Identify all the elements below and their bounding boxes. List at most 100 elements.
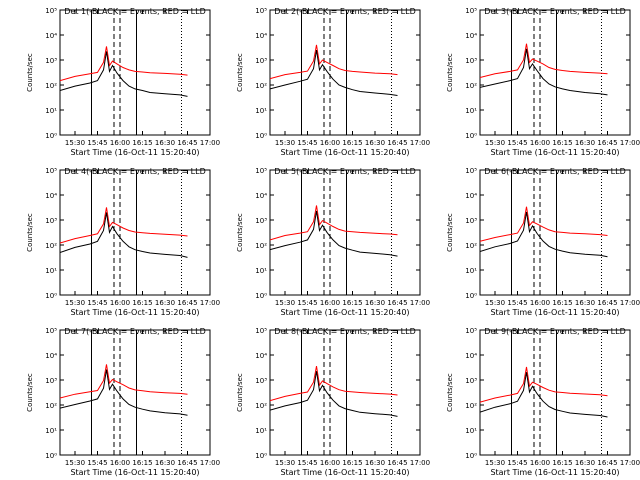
y-tick-label: 10¹ <box>465 107 477 115</box>
chart-4: Det 4(-BLACK = Events, RED = LLD 10⁰ 10¹ 10… <box>26 167 220 317</box>
y-tick-label: 10¹ <box>45 267 57 275</box>
y-tick-label: 10⁴ <box>45 352 57 360</box>
chart-title: Det 4(-BLACK = Events, RED = LLD <box>64 167 205 176</box>
series-line-black <box>480 211 608 258</box>
x-tick-label: 16:15 <box>132 139 152 147</box>
y-tick-label: 10⁵ <box>45 167 57 175</box>
y-tick-label: 10⁴ <box>255 32 267 40</box>
chart-8: Det 8(-BLACK = Events, RED = LLD 10⁰ 10¹ 10… <box>236 327 430 477</box>
y-tick-label: 10² <box>45 82 57 90</box>
x-tick-label: 16:30 <box>155 299 175 307</box>
x-tick-label: 15:30 <box>65 299 85 307</box>
plot-frame <box>479 329 631 456</box>
x-tick-label: 15:45 <box>297 139 317 147</box>
y-tick-label: 10³ <box>45 217 57 225</box>
x-tick-label: 16:15 <box>342 459 362 467</box>
chart-title: Det 5(-BLACK = Events, RED = LLD <box>274 167 415 176</box>
y-axis-label: Counts/sec <box>236 53 244 92</box>
x-tick-label: 16:30 <box>365 139 385 147</box>
y-tick-label: 10³ <box>465 217 477 225</box>
y-tick-label: 10⁰ <box>45 132 57 140</box>
x-tick-label: 16:00 <box>110 299 130 307</box>
y-tick-label: 10² <box>255 242 267 250</box>
x-tick-label: 16:45 <box>177 459 197 467</box>
y-tick-label: 10⁰ <box>255 292 267 300</box>
y-tick-label: 10¹ <box>465 427 477 435</box>
y-tick-label: 10³ <box>255 57 267 65</box>
series-line-black <box>270 210 398 257</box>
chart-3: Det 3(-BLACK = Events, RED = LLD 10⁰ 10¹ 10… <box>446 7 640 157</box>
x-tick-label: 16:45 <box>177 299 197 307</box>
x-tick-label: 15:45 <box>87 139 107 147</box>
series-line-red <box>60 207 188 244</box>
chart-title: Det 3(-BLACK = Events, RED = LLD <box>484 7 625 16</box>
chart-5: Det 5(-BLACK = Events, RED = LLD 10⁰ 10¹ 10… <box>236 167 430 317</box>
series-line-red <box>270 205 398 241</box>
x-tick-label: 15:30 <box>65 139 85 147</box>
plot-area <box>270 10 398 135</box>
x-axis-label: Start Time (16-Oct-11 15:20:40) <box>490 308 619 317</box>
y-tick-label: 10² <box>45 242 57 250</box>
x-tick-label: 16:15 <box>132 459 152 467</box>
x-tick-label: 16:00 <box>110 139 130 147</box>
plot-area <box>270 330 398 455</box>
series-line-black <box>60 369 188 416</box>
chart-title: Det 7(-BLACK = Events, RED = LLD <box>64 327 205 336</box>
y-tick-label: 10¹ <box>255 427 267 435</box>
chart-title: Det 1(-BLACK = Events, RED = LLD <box>64 7 205 16</box>
x-tick-label: 17:00 <box>620 459 640 467</box>
x-tick-label: 16:45 <box>597 139 617 147</box>
y-tick-label: 10¹ <box>465 267 477 275</box>
series-line-red <box>270 366 398 402</box>
y-tick-label: 10⁵ <box>45 327 57 335</box>
x-tick-label: 17:00 <box>200 299 220 307</box>
x-tick-label: 16:30 <box>575 459 595 467</box>
plot-frame <box>269 169 421 296</box>
x-tick-label: 15:45 <box>87 299 107 307</box>
x-tick-label: 16:00 <box>530 139 550 147</box>
y-tick-label: 10⁵ <box>465 327 477 335</box>
x-tick-label: 17:00 <box>410 139 430 147</box>
x-tick-label: 15:30 <box>485 139 505 147</box>
y-axis-label: Counts/sec <box>26 373 34 412</box>
chart-title: Det 8(-BLACK = Events, RED = LLD <box>274 327 415 336</box>
y-tick-label: 10² <box>465 242 477 250</box>
y-tick-label: 10⁵ <box>255 167 267 175</box>
y-axis-label: Counts/sec <box>236 373 244 412</box>
y-axis-label: Counts/sec <box>26 53 34 92</box>
x-tick-label: 15:45 <box>507 139 527 147</box>
x-tick-label: 16:45 <box>597 459 617 467</box>
y-tick-label: 10⁰ <box>465 452 477 460</box>
x-tick-label: 16:00 <box>530 299 550 307</box>
series-line-black <box>60 51 188 97</box>
y-axis-label: Counts/sec <box>446 373 454 412</box>
y-tick-label: 10⁰ <box>255 132 267 140</box>
x-tick-label: 15:30 <box>485 299 505 307</box>
x-tick-label: 16:45 <box>177 139 197 147</box>
y-tick-label: 10¹ <box>255 267 267 275</box>
x-axis-label: Start Time (16-Oct-11 15:20:40) <box>70 308 199 317</box>
x-tick-label: 16:00 <box>320 459 340 467</box>
y-axis-label: Counts/sec <box>446 53 454 92</box>
series-line-red <box>480 366 608 404</box>
y-tick-label: 10³ <box>465 57 477 65</box>
x-axis-label: Start Time (16-Oct-11 15:20:40) <box>70 468 199 477</box>
x-tick-label: 16:30 <box>575 139 595 147</box>
y-tick-label: 10¹ <box>45 107 57 115</box>
plot-frame <box>59 169 211 296</box>
plot-frame <box>59 329 211 456</box>
y-tick-label: 10⁴ <box>255 352 267 360</box>
plot-frame <box>479 169 631 296</box>
x-tick-label: 16:30 <box>365 299 385 307</box>
x-axis-label: Start Time (16-Oct-11 15:20:40) <box>70 148 199 157</box>
series-line-black <box>270 371 398 417</box>
x-tick-label: 17:00 <box>410 299 430 307</box>
x-tick-label: 15:45 <box>507 459 527 467</box>
chart-2: Det 2(-BLACK = Events, RED = LLD 10⁰ 10¹ 10… <box>236 7 430 157</box>
y-tick-label: 10⁰ <box>465 292 477 300</box>
y-tick-label: 10⁰ <box>465 132 477 140</box>
y-tick-label: 10⁵ <box>45 7 57 15</box>
x-tick-label: 16:30 <box>575 299 595 307</box>
chart-7: Det 7(-BLACK = Events, RED = LLD 10⁰ 10¹ 10… <box>26 327 220 477</box>
